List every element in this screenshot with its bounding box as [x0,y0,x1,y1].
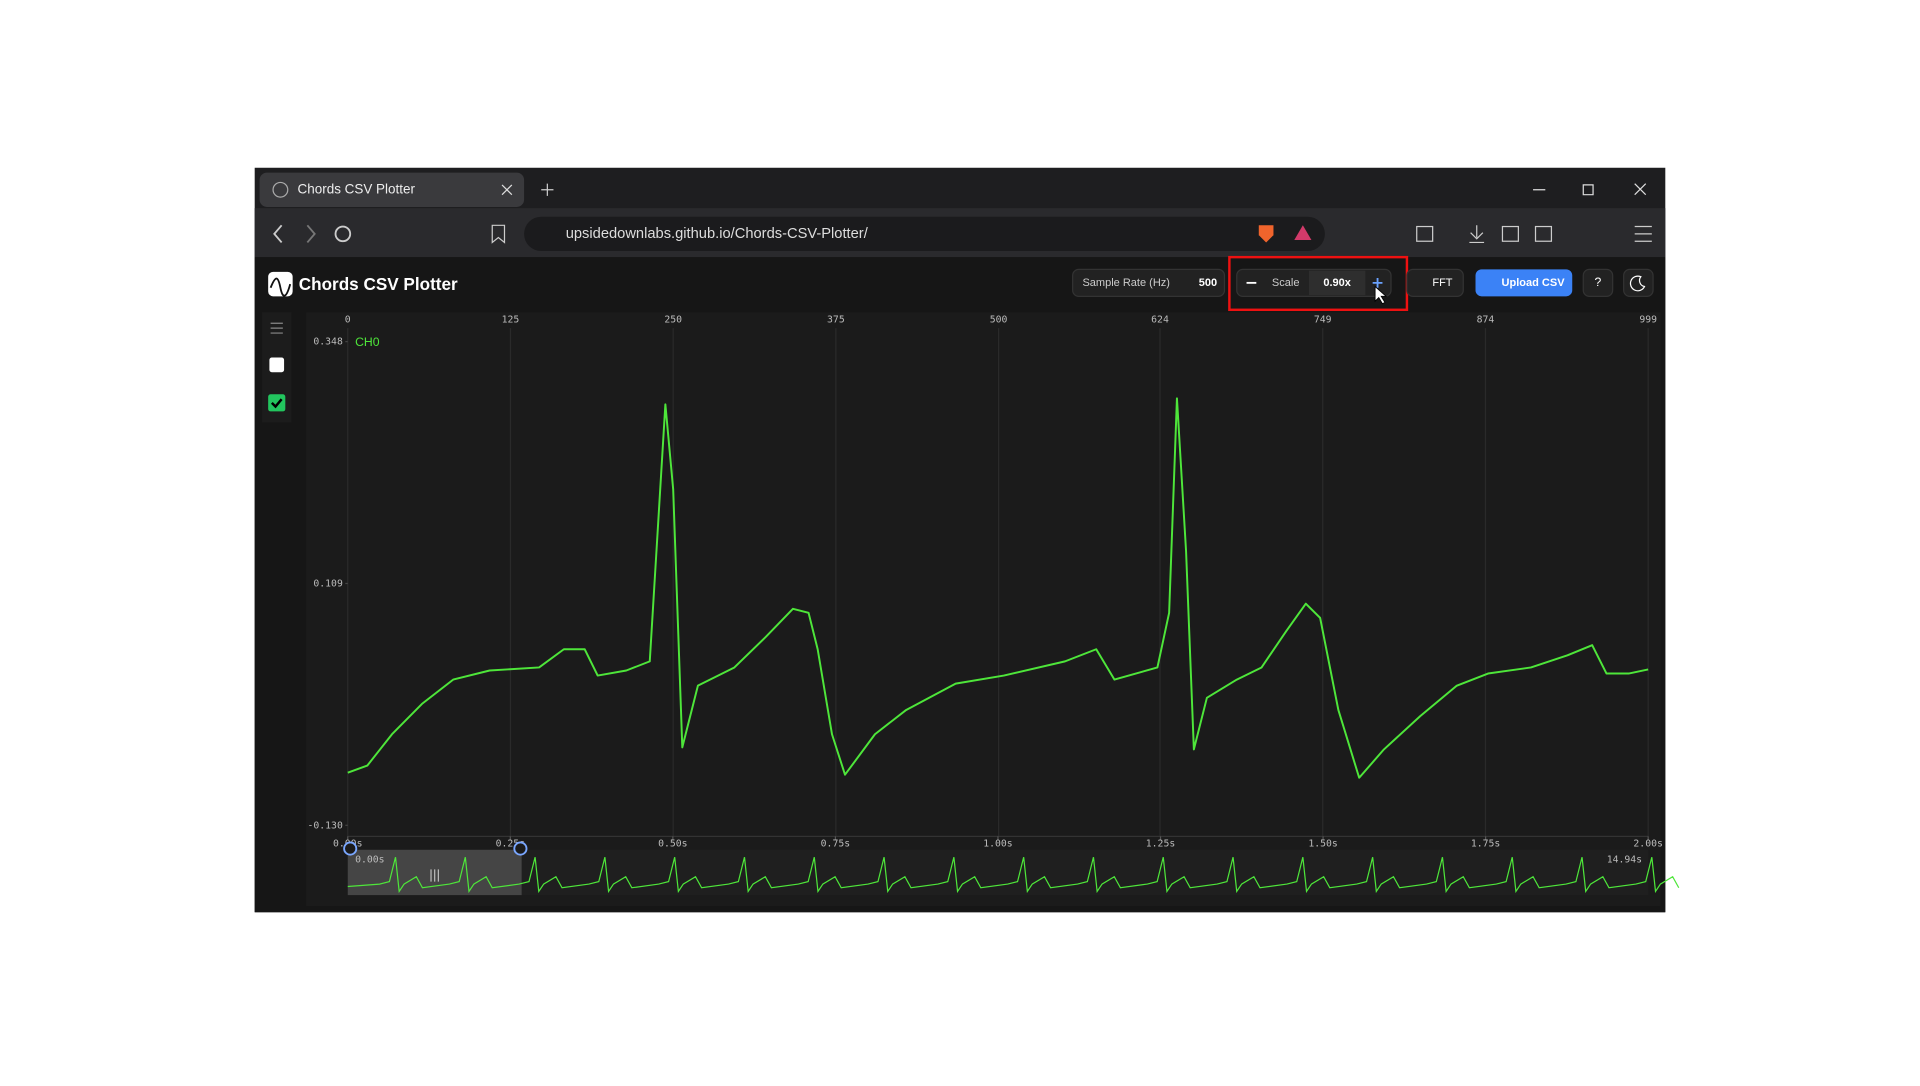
moon-icon [1629,275,1646,292]
legend-label: CH0 [355,335,380,349]
x-tick-label: 874 [1477,315,1495,326]
help-button[interactable] [1582,268,1614,297]
x-tick-label: 999 [1639,315,1657,326]
scale-value: 0.90x [1323,277,1351,289]
x-tick-label: 500 [990,315,1008,326]
scale-box [1308,270,1366,296]
window-controls[interactable] [1533,183,1647,196]
tab-title: Chords CSV Plotter [298,181,416,196]
navigator-handle[interactable] [513,841,528,856]
time-tick-label: 0.50s [658,839,687,850]
address-bar[interactable] [524,216,1325,252]
time-tick-label: 1.50s [1308,839,1337,850]
icon[interactable] [1534,225,1553,242]
time-tick-label: 1.75s [1471,839,1500,850]
back-button[interactable] [273,224,283,244]
x-tick-label: 250 [664,315,682,326]
series-line [347,397,1649,779]
tab-close[interactable] [501,184,513,196]
navigator[interactable] [347,849,1649,896]
plot-area [306,312,1661,907]
navigator-start: 0.00s [355,855,384,866]
x-tick-label: 375 [827,315,845,326]
fft-button[interactable] [1406,268,1464,297]
tab-icon [272,181,289,198]
time-tick-label: 2.00s [1633,839,1662,850]
rewards-icon[interactable] [1294,225,1312,240]
y-tick-label: 0.348 [313,337,343,348]
scale-increase[interactable] [1372,277,1383,288]
x-tick-label: 749 [1314,315,1332,326]
cursor [1374,285,1388,305]
new-tab[interactable] [541,183,554,196]
navigator-handle[interactable] [343,841,358,856]
navigator-end: 14.94s [1607,855,1642,866]
check [270,398,283,409]
upload-label: Upload CSV [1502,277,1566,289]
icon[interactable] [1501,225,1519,242]
menu-icon[interactable] [270,322,283,334]
app-title: Chords CSV Plotter [299,274,458,294]
x-tick-label: 0 [345,315,351,326]
sample-rate-control [1072,268,1226,297]
sample-rate-value[interactable]: 500 [1199,277,1217,289]
reload-button[interactable] [334,225,352,243]
help-label: ? [1595,275,1602,289]
sample-rate-label: Sample Rate (Hz) [1082,277,1170,289]
logo-wave [269,277,292,297]
x-tick-label: 624 [1151,315,1169,326]
icon[interactable] [1416,225,1434,242]
toolbar-icons [1416,225,1652,244]
time-tick-label: 1.25s [1146,839,1175,850]
checkbox-checked[interactable] [268,394,286,412]
y-tick-label: 0.109 [313,578,343,589]
brave-icon[interactable] [1258,225,1274,243]
theme-button[interactable] [1623,268,1654,297]
bookmark-button[interactable] [491,224,506,244]
scale-label: Scale [1272,277,1300,289]
forward-button[interactable] [306,224,316,244]
x-tick-label: 125 [502,315,520,326]
icon[interactable] [1469,225,1485,244]
url: upsidedownlabs.github.io/Chords-CSV-Plot… [566,226,869,242]
tab[interactable] [259,172,525,207]
time-tick-label: 1.00s [983,839,1012,850]
upload-button[interactable] [1475,269,1573,297]
fft-label: FFT [1432,277,1452,289]
checkbox[interactable] [269,357,285,373]
navigator-waveform [347,856,1680,894]
time-tick-label: 0.75s [821,839,850,850]
grip[interactable] [430,869,439,882]
y-tick-label: -0.130 [308,820,343,831]
menu[interactable] [1634,225,1652,242]
time-tick-label: 0.25s [496,839,525,850]
